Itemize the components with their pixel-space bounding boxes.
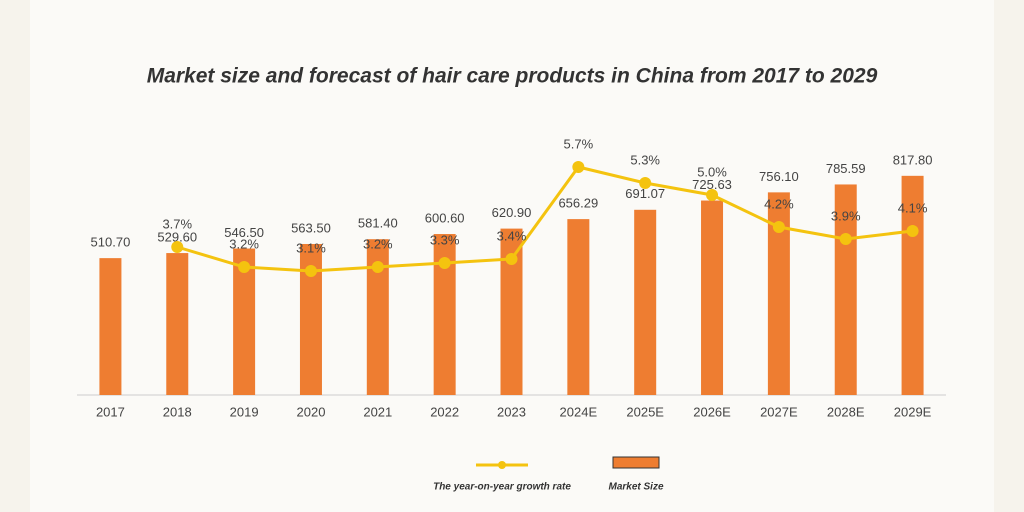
value-label: 5.0%	[697, 164, 727, 179]
value-label: 3.9%	[831, 208, 861, 223]
value-label: 656.29	[558, 196, 598, 211]
chart-title: Market size and forecast of hair care pr…	[147, 65, 878, 88]
value-label: 3.2%	[229, 236, 259, 251]
bar	[433, 234, 456, 395]
value-label: 3.7%	[162, 216, 192, 231]
value-label: 3.2%	[363, 236, 393, 251]
value-label: 510.70	[91, 235, 131, 250]
x-tick-label: 2019	[230, 404, 259, 419]
bar	[233, 248, 256, 395]
value-label: 3.1%	[296, 240, 326, 255]
value-label: 3.4%	[497, 228, 527, 243]
value-label: 4.1%	[898, 200, 928, 215]
bar	[500, 228, 523, 395]
value-label: 691.07	[625, 186, 665, 201]
line-point	[238, 261, 251, 273]
value-label: 785.59	[826, 161, 866, 176]
line-point	[505, 253, 518, 265]
value-label: 5.3%	[630, 152, 660, 167]
bar	[767, 192, 790, 395]
line-point	[772, 221, 785, 233]
bar	[567, 219, 590, 395]
value-label: 817.80	[893, 152, 933, 167]
value-label: 5.7%	[564, 136, 594, 151]
line-point	[438, 257, 451, 269]
bar	[166, 253, 189, 395]
x-tick-label: 2029E	[894, 404, 932, 419]
line	[176, 165, 913, 273]
bar	[99, 258, 122, 395]
x-tick-label: 2028E	[827, 404, 865, 419]
value-label: 529.60	[157, 230, 197, 245]
x-tick-label: 2017	[96, 404, 125, 419]
bar	[366, 239, 389, 395]
bar	[299, 243, 322, 395]
x-tick-label: 2018	[163, 404, 192, 419]
bar	[701, 200, 724, 395]
legend-swatch	[498, 461, 506, 469]
x-tick-label: 2020	[297, 404, 326, 419]
line-point	[304, 265, 317, 277]
legend-label: Market Size	[608, 482, 663, 493]
x-tick-label: 2024E	[560, 404, 598, 419]
line-point	[639, 177, 652, 189]
legend-label: The year-on-year growth rate	[433, 482, 571, 493]
bar	[634, 209, 657, 395]
line-point	[906, 225, 919, 237]
value-label: 546.50	[224, 225, 264, 240]
line-point	[706, 189, 719, 201]
value-label: 725.63	[692, 177, 732, 192]
x-tick-label: 2026E	[693, 404, 731, 419]
line-point	[839, 233, 852, 245]
x-tick-label: 2021	[363, 404, 392, 419]
value-label: 600.60	[425, 210, 465, 225]
value-label: 756.10	[759, 169, 799, 184]
line-point	[171, 241, 184, 253]
x-tick-label: 2022	[430, 404, 459, 419]
legend-swatch	[612, 456, 660, 469]
value-label: 620.90	[492, 205, 532, 220]
value-label: 3.3%	[430, 232, 460, 247]
line-point	[572, 161, 585, 173]
value-label: 563.50	[291, 220, 331, 235]
x-tick-label: 2023	[497, 404, 526, 419]
line-point	[371, 261, 384, 273]
x-tick-label: 2027E	[760, 404, 798, 419]
x-tick-label: 2025E	[626, 404, 664, 419]
value-label: 581.40	[358, 216, 398, 231]
value-label: 4.2%	[764, 196, 794, 211]
